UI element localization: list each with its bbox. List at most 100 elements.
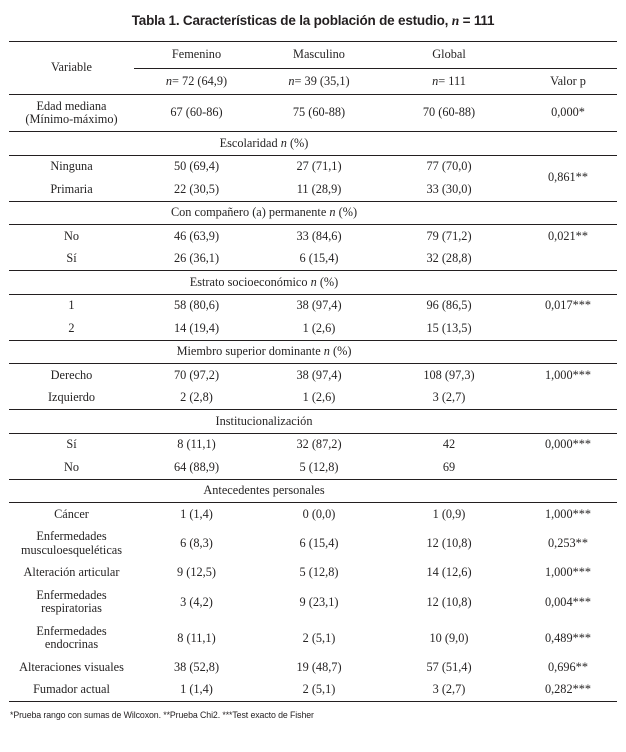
row-enf-musculoesqueleticas: Enfermedades musculoesqueléticas 6 (8,3)… [9, 526, 617, 562]
variable-cell: Ninguna [50, 159, 93, 174]
section-title: Antecedentes personales [9, 479, 519, 504]
row-fumador-actual: Fumador actual 1 (1,4) 2 (5,1) 3 (2,7) 0… [9, 678, 617, 703]
header-femenino-n: n= 72 (64,9) [134, 68, 259, 96]
global-cell: 3 (2,7) [379, 386, 519, 411]
p-cell: 0,004*** [544, 594, 592, 609]
p-cell [519, 247, 617, 272]
femenino-cell: 58 (80,6) [173, 298, 220, 313]
row-izquierdo: Izquierdo 2 (2,8) 1 (2,6) 3 (2,7) [9, 386, 617, 411]
masculino-cell: 2 (5,1) [259, 678, 379, 703]
masculino-cell: 5 (12,8) [259, 456, 379, 480]
global-cell: 12 (10,8) [426, 536, 472, 551]
global-cell: 1 (0,9) [432, 506, 466, 521]
global-cell: 77 (70,0) [426, 159, 472, 174]
masculino-cell: 19 (48,7) [296, 659, 342, 674]
section-row-estrato: Estrato socioeconómico n (%) [9, 270, 617, 295]
global-cell: 10 (9,0) [429, 630, 469, 645]
global-cell: 33 (30,0) [379, 178, 519, 202]
variable-cell: 1 [68, 298, 75, 313]
section-spacer [519, 201, 617, 226]
section-title: Institucionalización [9, 409, 519, 434]
variable-cell: Derecho [50, 367, 93, 382]
section-spacer [519, 479, 617, 504]
row-enf-respiratorias: Enfermedades respiratorias 3 (4,2) 9 (23… [9, 584, 617, 620]
global-cell: 57 (51,4) [426, 659, 472, 674]
masculino-cell: 0 (0,0) [302, 506, 336, 521]
masculino-cell: 9 (23,1) [299, 594, 339, 609]
p-cell: 0,021** [548, 228, 588, 243]
header-femenino: Femenino [134, 41, 259, 69]
femenino-cell: 3 (4,2) [180, 594, 213, 609]
row-edad-mediana: Edad mediana (Mínimo-máximo) 67 (60-86) … [9, 94, 617, 133]
p-cell: 0,000*** [544, 437, 592, 452]
global-cell: 15 (13,5) [379, 317, 519, 341]
variable-cell: No [9, 456, 134, 480]
masculino-cell: 6 (15,4) [299, 536, 339, 551]
masculino-cell: 5 (12,8) [299, 565, 339, 580]
row-institucionalizacion-si: Sí 8 (11,1) 32 (87,2) 42 0,000*** [9, 433, 617, 456]
femenino-cell: 26 (36,1) [134, 247, 259, 272]
femenino-cell: 1 (1,4) [134, 678, 259, 703]
global-cell: 32 (28,8) [379, 247, 519, 272]
section-row-escolaridad: Escolaridad n (%) [9, 131, 617, 156]
row-alteraciones-visuales: Alteraciones visuales 38 (52,8) 19 (48,7… [9, 656, 617, 679]
section-row-miembro: Miembro superior dominante n (%) [9, 340, 617, 365]
p-cell: 1,000*** [544, 506, 592, 521]
section-title: Escolaridad n (%) [9, 131, 519, 156]
document-page: Tabla 1. Características de la población… [9, 13, 617, 721]
row-derecho: Derecho 70 (97,2) 38 (97,4) 108 (97,3) 1… [9, 364, 617, 387]
variable-cell: Enfermedades endocrinas [36, 623, 107, 652]
masculino-cell: 2 (5,1) [302, 630, 336, 645]
global-cell: 12 (10,8) [426, 594, 472, 609]
femenino-cell: 70 (97,2) [173, 367, 220, 382]
p-cell [519, 456, 617, 480]
p-cell [519, 317, 617, 341]
masculino-cell: 38 (97,4) [296, 298, 342, 313]
femenino-cell: 2 (2,8) [134, 386, 259, 411]
section-row-companero: Con compañero (a) permanente n (%) [9, 201, 617, 226]
global-cell: 70 (60-88) [379, 94, 519, 133]
masculino-cell: 33 (84,6) [296, 228, 342, 243]
row-primaria: Primaria 22 (30,5) 11 (28,9) 33 (30,0) [9, 178, 617, 202]
p-cell: 0,489*** [544, 630, 592, 645]
section-title: Miembro superior dominante n (%) [9, 340, 519, 365]
variable-cell: Cáncer [54, 506, 89, 521]
masculino-cell: 32 (87,2) [296, 437, 342, 452]
masculino-cell: 75 (60-88) [259, 94, 379, 133]
femenino-cell: 14 (19,4) [134, 317, 259, 341]
p-cell: 0,017*** [544, 298, 592, 313]
variable-cell: Sí [66, 437, 77, 452]
masculino-cell: 6 (15,4) [259, 247, 379, 272]
table-title-n: n [451, 13, 460, 28]
table-title-text: Tabla 1. Características de la población… [131, 13, 452, 28]
global-cell: 108 (97,3) [423, 367, 475, 382]
p-cell: 1,000*** [544, 367, 592, 382]
variable-cell: Enfermedades musculoesqueléticas [20, 529, 123, 557]
header-masculino: Masculino [259, 41, 379, 69]
row-companero-si: Sí 26 (36,1) 6 (15,4) 32 (28,8) [9, 247, 617, 272]
global-cell: 69 [379, 456, 519, 480]
table-title-count: = 111 [459, 13, 495, 28]
variable-cell: Izquierdo [9, 386, 134, 411]
femenino-cell: 1 (1,4) [180, 506, 213, 521]
masculino-cell: 11 (28,9) [259, 178, 379, 202]
row-alteracion-articular: Alteración articular 9 (12,5) 5 (12,8) 1… [9, 562, 617, 585]
characteristics-table: Variable Femenino Masculino Global n= 72… [9, 40, 617, 703]
header-spacer [519, 41, 617, 69]
table-footnote: *Prueba rango con sumas de Wilcoxon. **P… [10, 710, 314, 721]
femenino-cell: 8 (11,1) [177, 437, 216, 452]
p-cell: 0,861** [519, 155, 617, 202]
table-title: Tabla 1. Características de la población… [9, 13, 617, 29]
femenino-cell: 50 (69,4) [173, 159, 220, 174]
global-cell: 14 (12,6) [426, 565, 472, 580]
femenino-cell: 38 (52,8) [173, 659, 220, 674]
row-institucionalizacion-no: No 64 (88,9) 5 (12,8) 69 [9, 456, 617, 480]
section-row-antecedentes: Antecedentes personales [9, 479, 617, 504]
p-cell: 0,696** [548, 659, 588, 674]
section-title: Estrato socioeconómico n (%) [9, 270, 519, 295]
femenino-cell: 46 (63,9) [173, 228, 220, 243]
header-row-groups: Variable Femenino Masculino Global [9, 40, 617, 96]
p-cell [519, 386, 617, 411]
header-valor-p: Valor p [519, 68, 617, 96]
row-ninguna: Ninguna 50 (69,4) 27 (71,1) 77 (70,0) 0,… [9, 155, 617, 202]
